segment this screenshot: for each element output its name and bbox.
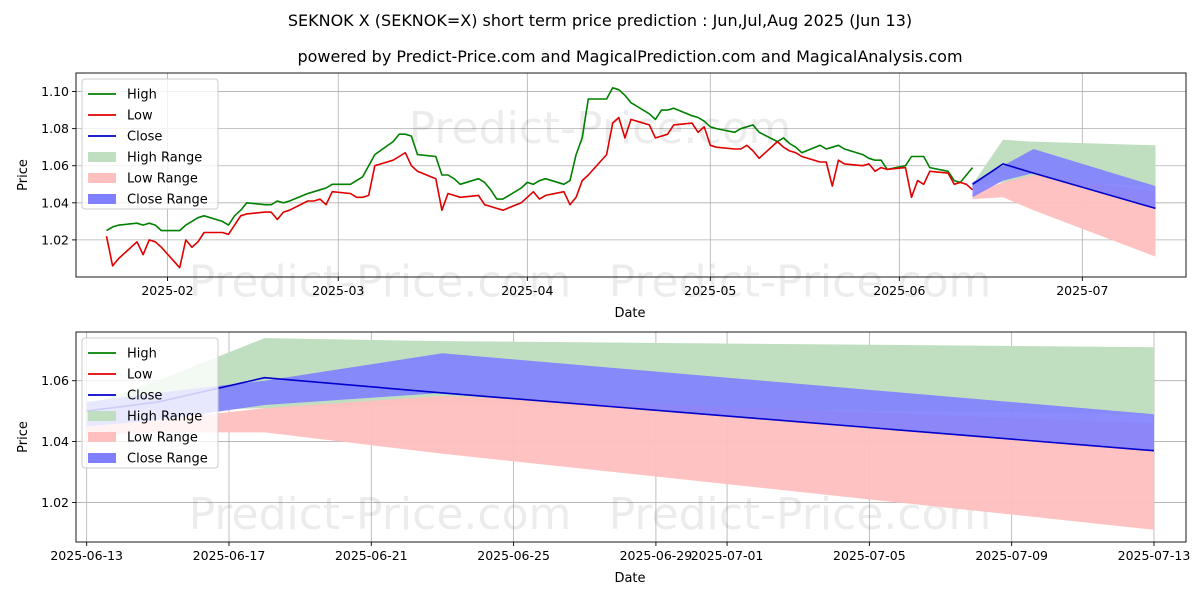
watermark: Predict-Price.com [409,103,792,154]
legend-item-high-range-label: High Range [127,151,202,166]
close-range-band [86,353,1155,451]
legend-item-low-label: Low [127,368,153,383]
high-series-line [106,87,974,232]
low-series-line [105,116,974,269]
watermark: Predict-Price.com [189,489,572,540]
x-tick-label: 2025-06-25 [477,548,550,563]
legend-item-close-range-label: Close Range [127,193,208,208]
x-tick-label: 2025-06 [873,283,925,298]
close-range-band [972,149,1156,209]
y-tick-label: 1.08 [41,121,69,136]
x-axis-label: Date [614,306,645,321]
x-tick-label: 2025-06-17 [193,548,266,563]
top-panel: Predict-Price.com Predict-Price.com Predic… [16,72,1187,321]
legend-item-high-label: High [127,347,157,362]
x-tick-label: 2025-04 [501,283,553,298]
x-tick-label: 2025-02 [141,283,193,298]
watermark: Predict-Price.com [189,257,572,308]
legend-item-low-range-label: Low Range [127,431,198,446]
x-tick-label: 2025-07-09 [975,548,1048,563]
y-tick-label: 1.10 [41,84,69,99]
legend-item-low-range-swatch [88,173,116,183]
x-tick-label: 2025-07-05 [833,548,906,563]
legend-item-close-label: Close [127,130,162,145]
y-axis-label: Price [16,421,31,453]
y-tick-label: 1.04 [41,434,69,449]
legend-item-close-range-swatch [88,194,116,204]
plot-frame [75,72,1187,278]
x-tick-label: 2025-06-21 [335,548,408,563]
y-tick-label: 1.02 [41,495,69,510]
plot-frame [75,331,1187,543]
legend-item-high-range-swatch [88,152,116,162]
x-tick-label: 2025-07 [1056,283,1108,298]
legend-item-high-range-swatch [88,411,116,421]
close-forecast-line [972,163,1156,210]
bottom-panel: Predict-Price.comPredict-Price.comPredic… [16,331,1191,586]
y-tick-label: 1.04 [41,195,69,210]
watermark: Predict-Price.com [609,257,992,308]
legend-item-low-range-swatch [88,432,116,442]
legend-item-low-label: Low [127,109,153,124]
legend-item-close-range-swatch [88,453,116,463]
x-tick-label: 2025-07-13 [1118,548,1191,563]
y-axis-label: Price [16,159,31,191]
legend-item-low-range-label: Low Range [127,172,198,187]
y-tick-label: 1.06 [41,373,69,388]
y-tick-label: 1.02 [41,232,69,247]
y-tick-label: 1.06 [41,158,69,173]
x-tick-label: 2025-05 [684,283,736,298]
legend-item-close-range-label: Close Range [127,452,208,467]
chart-subtitle: powered by Predict-Price.com and Magical… [297,47,962,66]
x-tick-label: 2025-03 [312,283,364,298]
x-tick-label: 2025-06-29 [620,548,693,563]
x-tick-label: 2025-07-01 [691,548,764,563]
x-axis-label: Date [614,571,645,586]
x-tick-label: 2025-06-13 [50,548,123,563]
chart-title: SEKNOK X (SEKNOK=X) short term price pre… [288,11,912,30]
legend-item-close-label: Close [127,389,162,404]
legend-item-high-range-label: High Range [127,410,202,425]
legend-item-high-label: High [127,88,157,103]
